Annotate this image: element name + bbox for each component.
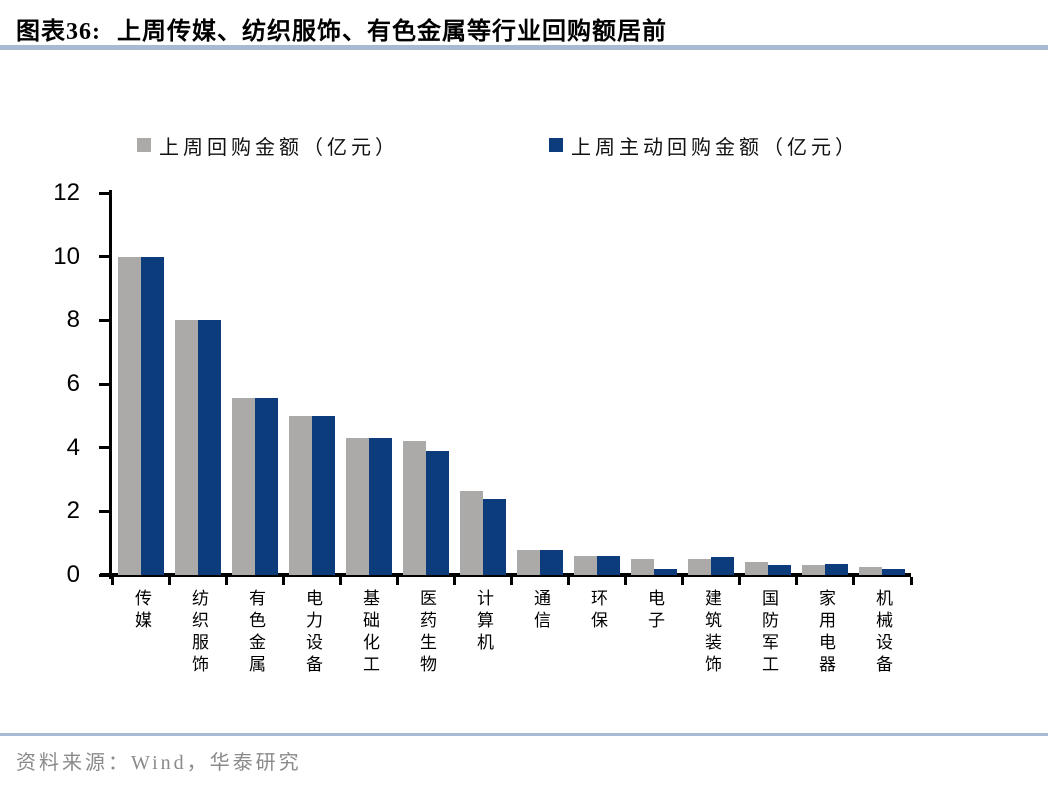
x-axis-category-label: 医药生物 bbox=[417, 589, 436, 677]
bar-active-传媒 bbox=[141, 257, 164, 575]
figure-title-text: 上周传媒、纺织服饰、有色金属等行业回购额居前 bbox=[117, 19, 667, 45]
legend-item-active-buyback: 上周主动回购金额（亿元） bbox=[549, 133, 859, 159]
bar-active-电子 bbox=[654, 569, 677, 575]
bar-active-通信 bbox=[540, 550, 563, 575]
x-axis-line bbox=[100, 573, 911, 577]
bar-total-计算机 bbox=[460, 491, 483, 575]
y-axis-tick bbox=[99, 191, 109, 195]
bar-active-机械设备 bbox=[882, 569, 905, 575]
title-underline bbox=[0, 45, 1048, 50]
y-axis-tick-label: 2 bbox=[66, 497, 80, 525]
y-axis-tick bbox=[99, 318, 109, 322]
y-axis-tick bbox=[99, 446, 109, 450]
bar-total-建筑装饰 bbox=[688, 559, 711, 575]
y-axis-tick bbox=[99, 255, 109, 259]
x-axis-tick bbox=[224, 577, 228, 585]
x-axis-category-label: 通信 bbox=[531, 589, 550, 633]
figure-number-label: 图表36: bbox=[16, 19, 101, 45]
x-axis-category-label: 电子 bbox=[645, 589, 664, 633]
bar-active-国防军工 bbox=[768, 565, 791, 575]
x-axis-tick bbox=[852, 577, 856, 585]
y-axis-line bbox=[109, 190, 112, 579]
x-axis-category-label: 建筑装饰 bbox=[702, 589, 721, 677]
bar-total-机械设备 bbox=[859, 567, 882, 575]
bar-active-有色金属 bbox=[255, 398, 278, 575]
bar-total-环保 bbox=[574, 556, 597, 575]
bar-active-纺织服饰 bbox=[198, 320, 221, 575]
bar-active-基础化工 bbox=[369, 438, 392, 575]
x-axis-tick bbox=[624, 577, 628, 585]
data-source-note: 资料来源：Wind，华泰研究 bbox=[16, 752, 302, 774]
bar-total-有色金属 bbox=[232, 398, 255, 575]
x-axis-category-label: 机械设备 bbox=[873, 589, 892, 677]
bar-total-纺织服饰 bbox=[175, 320, 198, 575]
legend-label-total-buyback: 上周回购金额（亿元） bbox=[159, 136, 399, 159]
bar-total-传媒 bbox=[118, 257, 141, 575]
x-axis-category-label: 传媒 bbox=[132, 589, 151, 633]
y-axis-tick-label: 8 bbox=[66, 306, 80, 334]
bar-total-医药生物 bbox=[403, 441, 426, 575]
bar-total-国防军工 bbox=[745, 562, 768, 575]
x-axis-tick bbox=[452, 577, 456, 585]
x-axis-category-label: 家用电器 bbox=[816, 589, 835, 677]
bar-total-电力设备 bbox=[289, 416, 312, 575]
y-axis-tick-label: 4 bbox=[66, 433, 80, 461]
y-axis-tick bbox=[99, 382, 109, 386]
x-axis-category-label: 纺织服饰 bbox=[189, 589, 208, 677]
bar-active-计算机 bbox=[483, 499, 506, 575]
x-axis-category-label: 计算机 bbox=[474, 589, 493, 655]
x-axis-tick bbox=[681, 577, 685, 585]
legend-swatch-gray-icon bbox=[137, 138, 151, 152]
bar-active-建筑装饰 bbox=[711, 557, 734, 575]
y-axis-tick-label: 10 bbox=[53, 242, 80, 270]
x-axis-tick bbox=[510, 577, 513, 585]
x-axis-tick bbox=[395, 577, 399, 585]
x-axis-category-label: 环保 bbox=[588, 589, 607, 633]
x-axis-tick bbox=[167, 577, 171, 585]
bar-total-家用电器 bbox=[802, 565, 825, 575]
bar-total-电子 bbox=[631, 559, 654, 575]
y-axis-tick-label: 0 bbox=[66, 561, 80, 588]
legend-label-active-buyback: 上周主动回购金额（亿元） bbox=[571, 136, 859, 159]
y-axis-tick bbox=[99, 509, 109, 513]
x-axis-category-label: 基础化工 bbox=[360, 589, 379, 677]
x-axis-tick bbox=[795, 577, 799, 585]
y-axis-tick-label: 12 bbox=[53, 179, 80, 206]
x-axis-category-label: 国防军工 bbox=[759, 589, 778, 677]
x-axis-tick bbox=[909, 577, 913, 585]
x-axis-category-label: 有色金属 bbox=[246, 589, 265, 677]
bar-total-基础化工 bbox=[346, 438, 369, 575]
bar-active-环保 bbox=[597, 556, 620, 575]
x-axis-tick bbox=[110, 577, 114, 585]
y-axis-tick-label: 6 bbox=[66, 370, 80, 397]
page-title: 图表36: 上周传媒、纺织服饰、有色金属等行业回购额居前 bbox=[16, 11, 667, 46]
legend-swatch-blue-icon bbox=[549, 138, 563, 152]
x-axis-tick bbox=[281, 577, 285, 585]
bar-active-电力设备 bbox=[312, 416, 335, 575]
bar-total-通信 bbox=[517, 550, 540, 575]
x-axis-category-label: 电力设备 bbox=[303, 589, 322, 677]
x-axis-tick bbox=[567, 577, 571, 585]
footer-divider bbox=[0, 733, 1048, 736]
x-axis-tick bbox=[738, 577, 742, 585]
bar-active-医药生物 bbox=[426, 451, 449, 575]
bar-active-家用电器 bbox=[825, 564, 848, 575]
x-axis-tick bbox=[338, 577, 342, 585]
legend-item-total-buyback: 上周回购金额（亿元） bbox=[137, 133, 399, 159]
